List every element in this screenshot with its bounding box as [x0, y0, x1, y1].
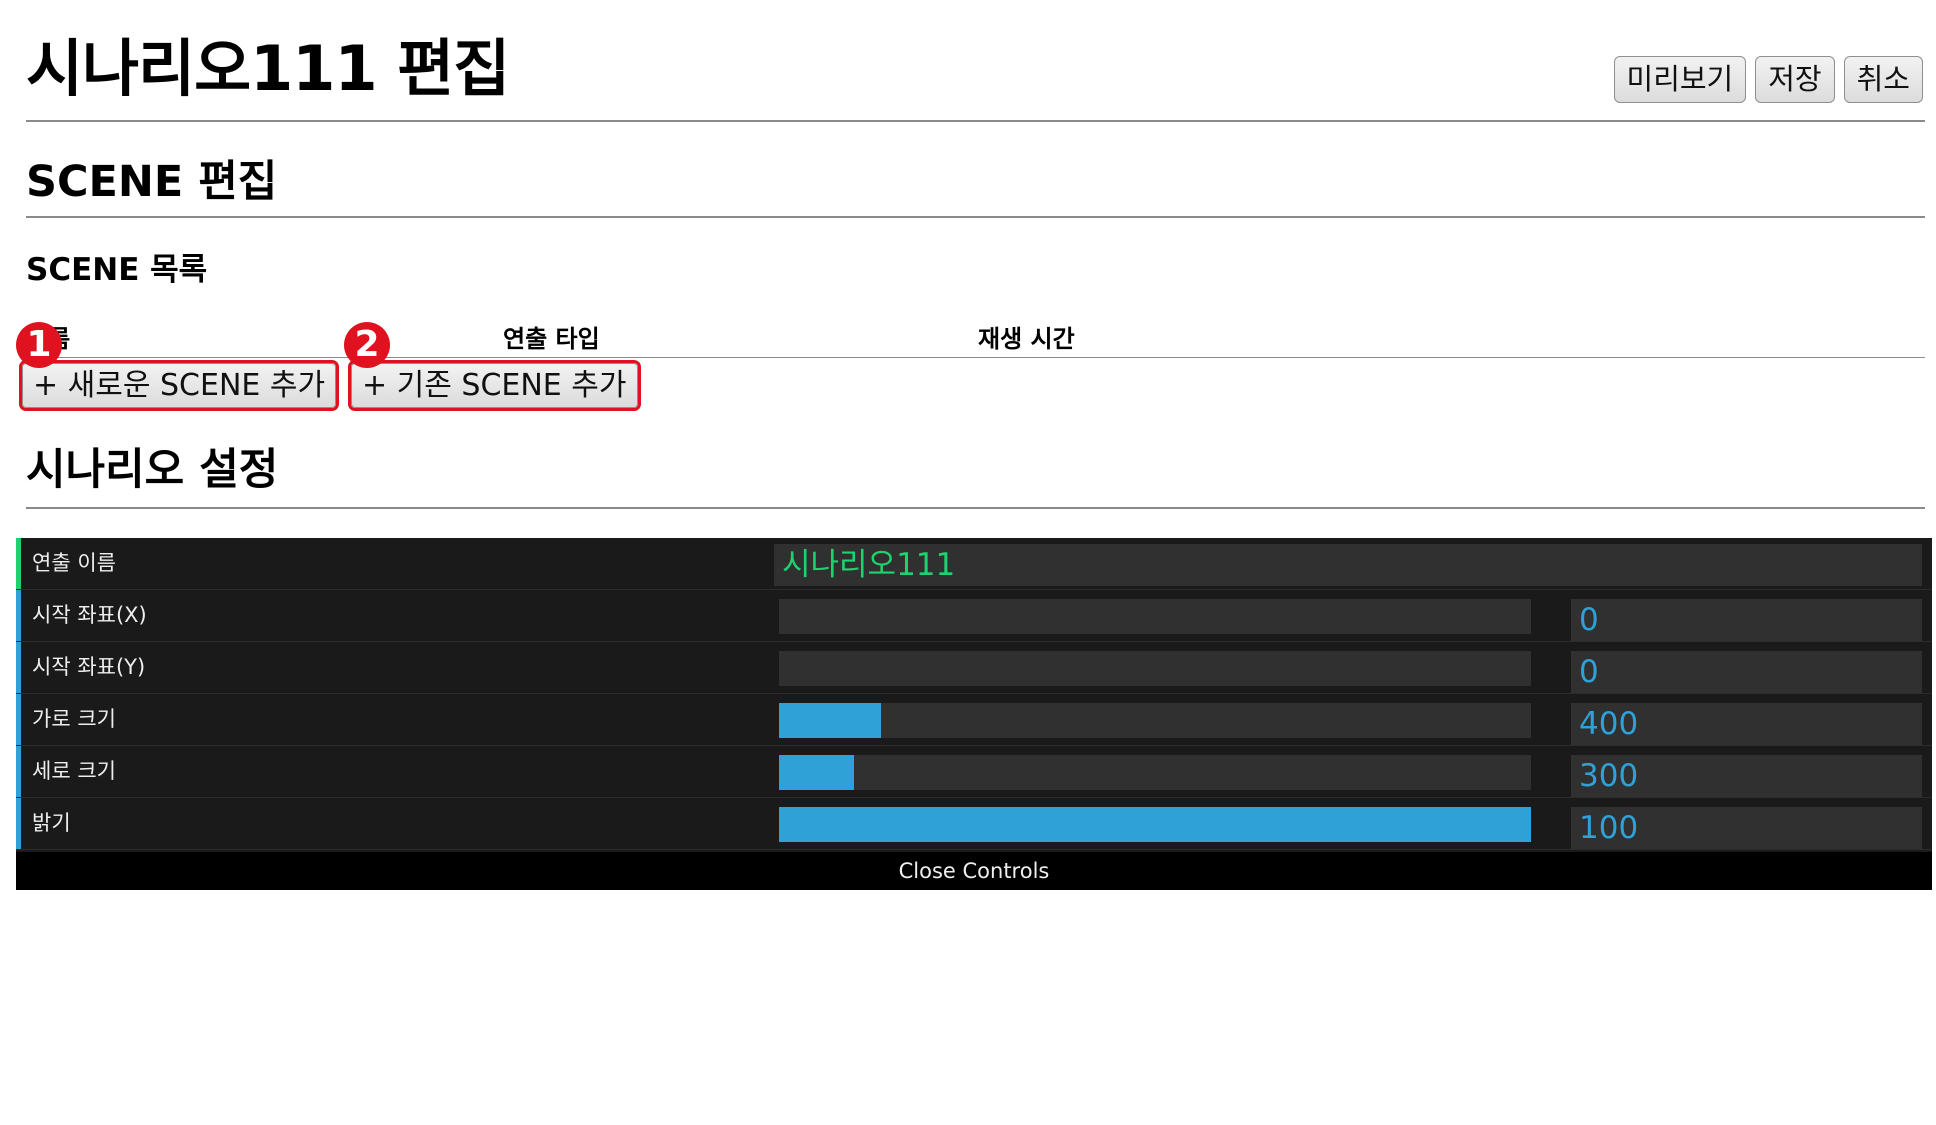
header-actions: 미리보기 저장 취소: [1613, 56, 1923, 103]
add-new-scene-button[interactable]: + 새로운 SCENE 추가: [22, 363, 337, 408]
height-input[interactable]: 300: [1571, 755, 1922, 797]
number-indicator: [16, 746, 21, 797]
number-indicator: [16, 694, 21, 745]
scene-edit-divider: [26, 216, 1925, 218]
page-title: 시나리오111 편집: [26, 32, 510, 105]
step-marker-1: 1: [16, 322, 62, 368]
height-slider[interactable]: [779, 755, 1531, 790]
brightness-slider[interactable]: [779, 807, 1531, 842]
number-indicator: [16, 590, 21, 641]
slider-fill: [779, 807, 1531, 842]
scene-list-title: SCENE 목록: [26, 252, 208, 288]
control-row-width: 가로 크기 400: [16, 694, 1932, 746]
step-marker-2: 2: [344, 322, 390, 368]
control-label-width: 가로 크기: [32, 707, 116, 731]
close-controls-button[interactable]: Close Controls: [16, 852, 1932, 890]
number-indicator: [16, 798, 21, 849]
scenario-settings-title: 시나리오 설정: [26, 445, 279, 495]
preview-button[interactable]: 미리보기: [1613, 56, 1747, 103]
cancel-button[interactable]: 취소: [1843, 56, 1923, 103]
control-label-name: 연출 이름: [32, 551, 116, 575]
controls-panel: 연출 이름 시나리오111 시작 좌표(X) 0 시작 좌표(Y) 0 가로 크…: [16, 538, 1932, 890]
control-row-start-y: 시작 좌표(Y) 0: [16, 642, 1932, 694]
scene-table-header-divider: [26, 357, 1925, 358]
slider-fill: [779, 755, 855, 790]
start-y-input[interactable]: 0: [1571, 651, 1922, 693]
control-row-brightness: 밝기 100: [16, 798, 1932, 850]
control-label-start-y: 시작 좌표(Y): [32, 655, 146, 679]
control-row-name: 연출 이름 시나리오111: [16, 538, 1932, 590]
scene-edit-title: SCENE 편집: [26, 157, 278, 207]
string-indicator: [16, 538, 21, 589]
slider-fill: [779, 703, 881, 738]
column-header-type: 연출 타입: [503, 325, 600, 353]
scenario-settings-divider: [26, 507, 1925, 509]
column-header-duration: 재생 시간: [978, 325, 1075, 353]
scenario-name-input[interactable]: 시나리오111: [774, 544, 1922, 586]
add-existing-scene-button[interactable]: + 기존 SCENE 추가: [351, 363, 638, 408]
save-button[interactable]: 저장: [1755, 56, 1835, 103]
width-input[interactable]: 400: [1571, 703, 1922, 745]
header-divider: [26, 120, 1925, 122]
start-x-slider[interactable]: [779, 599, 1531, 634]
control-label-brightness: 밝기: [32, 811, 71, 835]
start-y-slider[interactable]: [779, 651, 1531, 686]
number-indicator: [16, 642, 21, 693]
control-label-start-x: 시작 좌표(X): [32, 603, 147, 627]
brightness-input[interactable]: 100: [1571, 807, 1922, 849]
width-slider[interactable]: [779, 703, 1531, 738]
control-row-height: 세로 크기 300: [16, 746, 1932, 798]
control-label-height: 세로 크기: [32, 759, 116, 783]
start-x-input[interactable]: 0: [1571, 599, 1922, 641]
control-row-start-x: 시작 좌표(X) 0: [16, 590, 1932, 642]
